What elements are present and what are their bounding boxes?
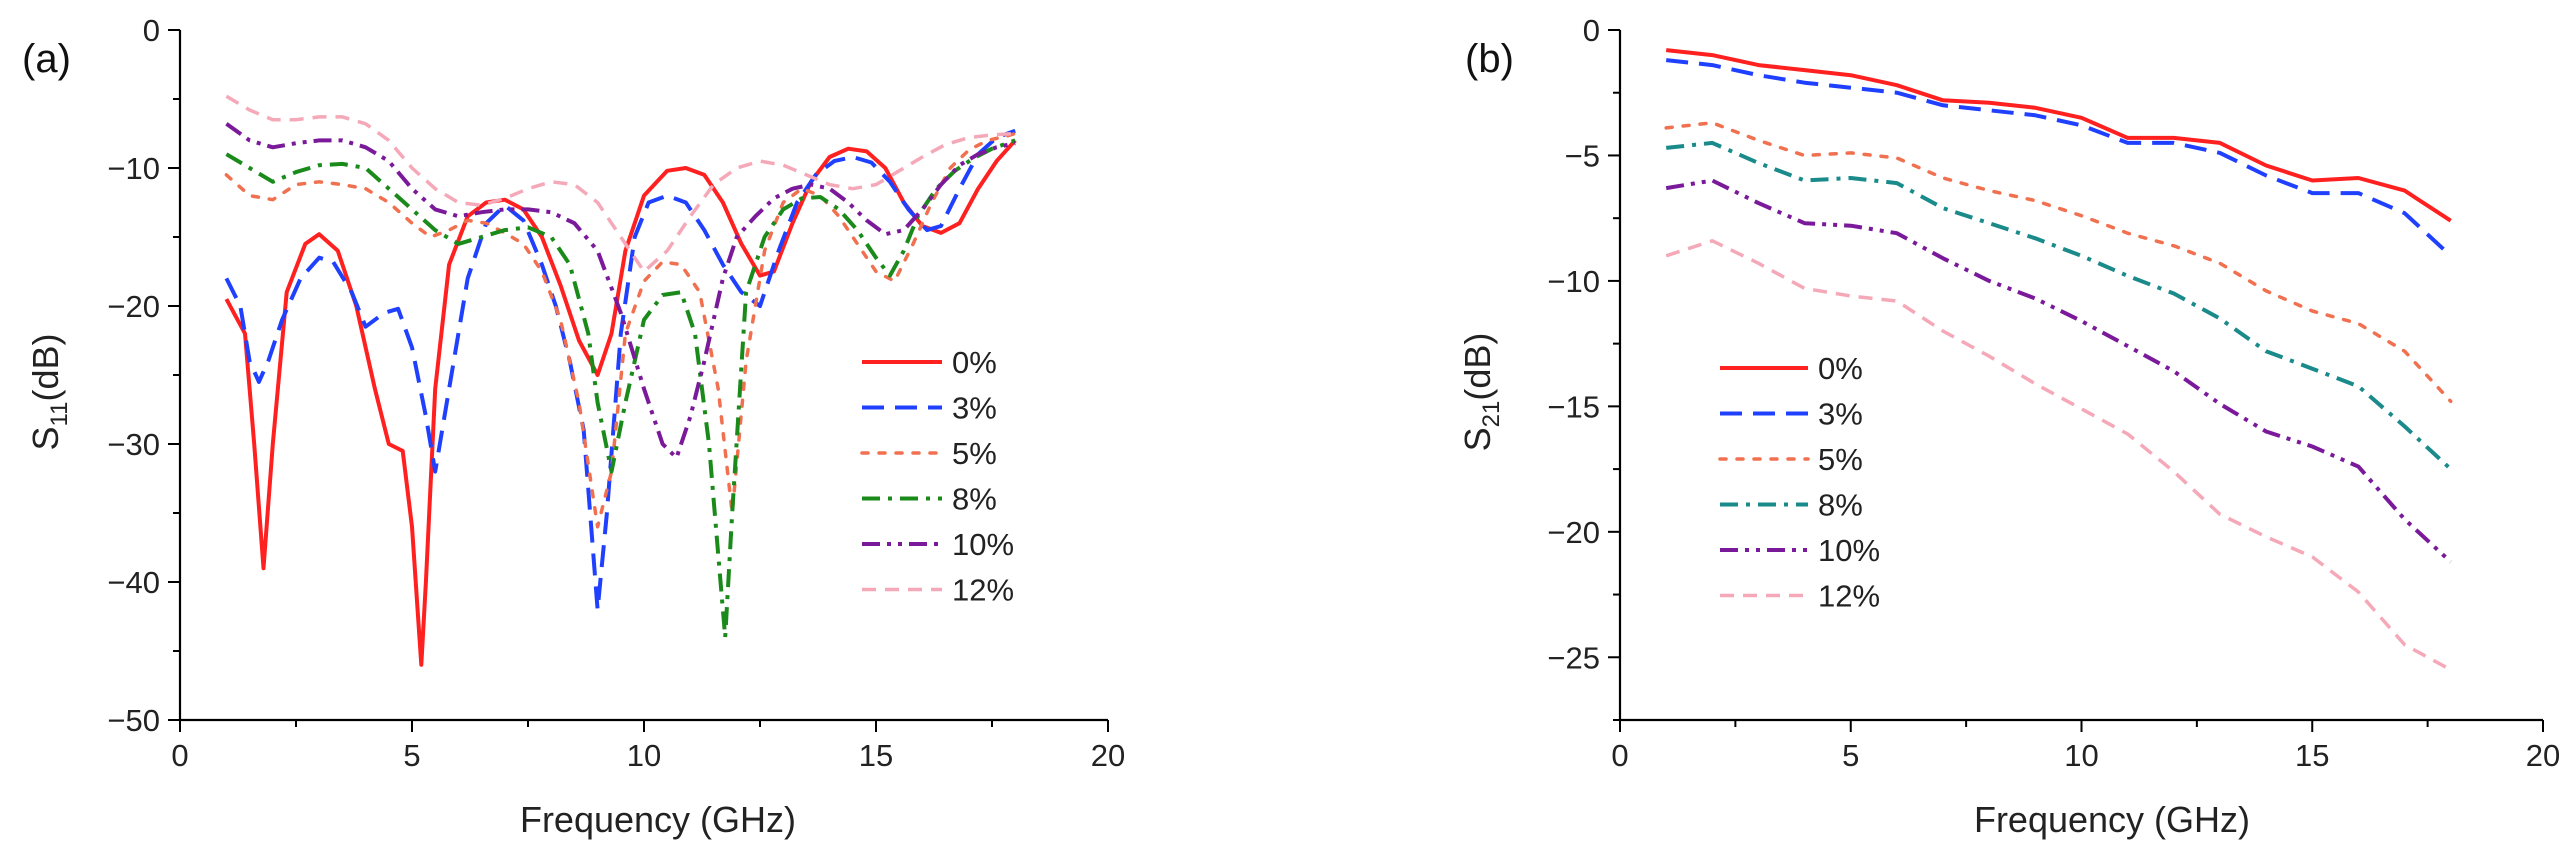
x-axis-label-b: Frequency (GHz): [1974, 799, 2250, 840]
series-line-a-0pct: [224, 139, 1017, 667]
y-axis-label-b: S21(dB): [1457, 333, 1505, 452]
chart-panel-a: (a) 0 5 10 15 20 0 −10 −20 −30 −40 −50 Frequency …: [22, 13, 1125, 840]
y-ticks-b: 0 −5 −10 −15 −20 −25: [1547, 13, 1620, 721]
y-tick-label-a: −50: [107, 703, 160, 738]
y-ticks-a: 0 −10 −20 −30 −40 −50: [107, 13, 180, 738]
y-axis-label-b-tail: (dB): [1457, 333, 1498, 401]
legend-label-a-0pct: 0%: [952, 345, 997, 380]
y-tick-label-b: −20: [1547, 515, 1600, 550]
x-tick-label-a: 10: [627, 738, 661, 773]
legend-label-a-5pct: 5%: [952, 436, 997, 471]
series-line-b-10pct: [1665, 178, 2453, 564]
legend-label-a-3pct: 3%: [952, 391, 997, 426]
y-tick-label-b: −10: [1547, 264, 1600, 299]
x-tick-label-b: 10: [2064, 738, 2098, 773]
x-tick-label-b: 0: [1611, 738, 1628, 773]
x-ticks-b: 0 5 10 15 20: [1611, 720, 2560, 773]
y-tick-label-b: 0: [1583, 13, 1600, 48]
panel-label-b: (b): [1465, 37, 1514, 81]
y-axis-label-a: S11(dB): [25, 334, 73, 451]
legend-label-b-5pct: 5%: [1818, 442, 1863, 477]
panel-label-a: (a): [22, 37, 71, 81]
legend-label-b-0pct: 0%: [1818, 351, 1863, 386]
y-axis-label-a-sub: 11: [46, 402, 73, 427]
legend-label-b-8pct: 8%: [1818, 488, 1863, 523]
legend-label-a-8pct: 8%: [952, 482, 997, 517]
series-line-b-5pct: [1664, 121, 2453, 404]
y-tick-label-a: −30: [107, 427, 160, 462]
x-tick-label-a: 5: [403, 738, 420, 773]
y-tick-label-a: 0: [143, 13, 160, 48]
x-tick-label-a: 20: [1091, 738, 1125, 773]
y-axis-label-b-main: S: [1457, 427, 1498, 451]
y-tick-label-b: −25: [1547, 640, 1600, 675]
series-line-b-12pct: [1665, 239, 2452, 672]
x-tick-label-a: 0: [171, 738, 188, 773]
series-line-a-3pct: [224, 128, 1016, 612]
y-tick-label-b: −15: [1547, 389, 1600, 424]
y-tick-label-a: −10: [107, 151, 160, 186]
series-line-a-8pct: [225, 138, 1016, 640]
x-tick-label-b: 15: [2295, 738, 2329, 773]
x-tick-label-a: 15: [859, 738, 893, 773]
x-ticks-a: 0 5 10 15 20: [171, 720, 1125, 773]
series-line-b-3pct: [1665, 58, 2453, 258]
x-tick-label-b: 20: [2526, 738, 2560, 773]
legend-a: 0% 3% 5% 8% 10% 12%: [860, 345, 1014, 608]
legend-label-b-12pct: 12%: [1818, 579, 1880, 614]
y-axis-label-b-sub: 21: [1478, 401, 1505, 428]
legend-label-a-10pct: 10%: [952, 527, 1014, 562]
legend-b: 0% 3% 5% 8% 10% 12%: [1718, 351, 1880, 614]
y-axis-label-a-main: S: [25, 426, 66, 450]
series-line-b-8pct: [1665, 140, 2453, 471]
x-tick-label-b: 5: [1842, 738, 1859, 773]
y-tick-label-a: −40: [107, 565, 160, 600]
series-line-a-12pct: [225, 94, 1016, 274]
series-line-a-5pct: [224, 131, 1017, 529]
legend-label-b-3pct: 3%: [1818, 397, 1863, 432]
plot-area-b: [1618, 30, 2543, 722]
y-axis-label-a-tail: (dB): [25, 334, 66, 402]
y-tick-label-b: −5: [1565, 138, 1600, 173]
y-tick-label-a: −20: [107, 289, 160, 324]
series-line-b-0pct: [1665, 48, 2452, 223]
chart-panel-b: (b) 0 5 10 15 20 0 −5 −10 −15 −20 −25 Frequency (…: [1457, 13, 2560, 840]
x-axis-label-a: Frequency (GHz): [520, 799, 796, 840]
legend-label-b-10pct: 10%: [1818, 533, 1880, 568]
legend-label-a-12pct: 12%: [952, 573, 1014, 608]
